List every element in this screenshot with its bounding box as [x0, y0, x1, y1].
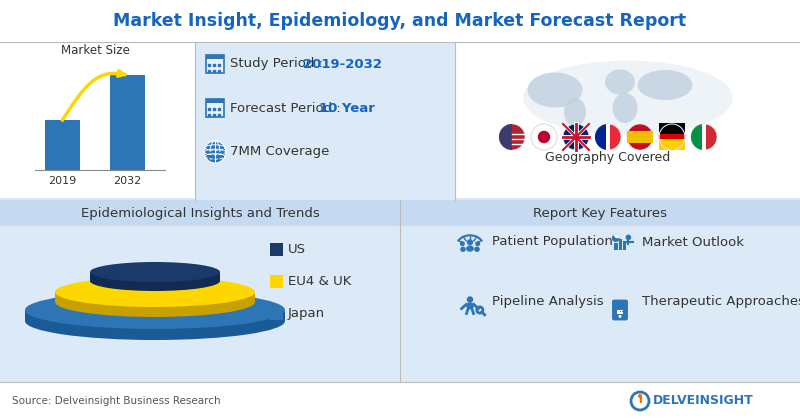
Text: Epidemiological Insights and Trends: Epidemiological Insights and Trends	[81, 207, 319, 220]
Ellipse shape	[564, 98, 586, 126]
Ellipse shape	[466, 302, 474, 309]
Bar	[195, 42, 455, 200]
Bar	[659, 123, 685, 134]
Text: Forecast Period :: Forecast Period :	[230, 102, 345, 115]
Ellipse shape	[90, 271, 220, 291]
Polygon shape	[55, 292, 255, 302]
Text: 2019: 2019	[48, 176, 76, 186]
Bar	[270, 243, 283, 256]
Bar	[659, 139, 685, 150]
Bar	[617, 310, 623, 315]
Text: Market Insight, Epidemiology, and Market Forecast Report: Market Insight, Epidemiology, and Market…	[114, 12, 686, 30]
Ellipse shape	[605, 69, 635, 94]
Ellipse shape	[527, 73, 582, 108]
Text: Japan: Japan	[288, 307, 325, 320]
Wedge shape	[499, 124, 512, 150]
Bar	[0, 198, 800, 382]
Circle shape	[467, 239, 473, 245]
Ellipse shape	[466, 245, 474, 252]
Bar	[270, 275, 283, 288]
Text: 10 Year: 10 Year	[319, 102, 375, 115]
Bar	[270, 307, 283, 320]
Circle shape	[612, 234, 620, 242]
Polygon shape	[90, 272, 220, 281]
Bar	[606, 124, 610, 150]
Text: Market Outlook: Market Outlook	[642, 236, 744, 249]
Circle shape	[531, 124, 557, 150]
Text: 2032: 2032	[113, 176, 141, 186]
Ellipse shape	[90, 262, 220, 282]
Ellipse shape	[638, 70, 693, 100]
Text: DELVEINSIGHT: DELVEINSIGHT	[653, 394, 754, 407]
Circle shape	[538, 131, 550, 143]
Wedge shape	[691, 124, 704, 150]
Bar	[614, 243, 618, 250]
Text: Study Period :: Study Period :	[230, 58, 327, 71]
Bar	[0, 200, 400, 226]
Ellipse shape	[613, 93, 638, 123]
Ellipse shape	[55, 277, 255, 307]
Text: 7MM Coverage: 7MM Coverage	[230, 145, 330, 158]
Circle shape	[618, 315, 622, 318]
Bar	[400, 200, 800, 226]
Bar	[0, 0, 800, 42]
Text: Report Key Features: Report Key Features	[533, 207, 667, 220]
Ellipse shape	[474, 247, 480, 252]
Circle shape	[626, 235, 631, 240]
Circle shape	[475, 241, 480, 246]
Circle shape	[499, 124, 525, 150]
Circle shape	[627, 124, 653, 150]
Circle shape	[460, 241, 465, 246]
Circle shape	[563, 124, 589, 150]
Bar	[618, 239, 622, 250]
Ellipse shape	[55, 287, 255, 317]
Bar	[0, 382, 800, 420]
Bar	[110, 75, 145, 170]
Text: Pipeline Analysis: Pipeline Analysis	[492, 296, 604, 309]
Circle shape	[204, 141, 226, 163]
Circle shape	[466, 296, 474, 303]
Bar	[702, 124, 706, 150]
Text: Patient Population: Patient Population	[492, 236, 613, 249]
Circle shape	[631, 392, 649, 410]
FancyBboxPatch shape	[612, 299, 628, 320]
Circle shape	[638, 394, 642, 398]
FancyBboxPatch shape	[206, 55, 224, 73]
Wedge shape	[614, 234, 620, 238]
Ellipse shape	[460, 247, 466, 252]
Text: Source: Delveinsight Business Research: Source: Delveinsight Business Research	[12, 396, 221, 406]
Bar	[620, 311, 622, 312]
Text: EU4 & UK: EU4 & UK	[288, 275, 351, 288]
Bar	[0, 42, 195, 200]
Bar	[622, 241, 626, 250]
Bar	[627, 131, 653, 143]
Ellipse shape	[25, 291, 285, 329]
Polygon shape	[25, 310, 285, 321]
Text: Market Size: Market Size	[61, 44, 130, 57]
Bar	[206, 55, 224, 59]
Text: 2019-2032: 2019-2032	[303, 58, 382, 71]
Circle shape	[691, 124, 717, 150]
FancyBboxPatch shape	[206, 99, 224, 117]
Text: Therapeutic Approaches: Therapeutic Approaches	[642, 296, 800, 309]
Ellipse shape	[25, 302, 285, 340]
Text: US: US	[288, 243, 306, 256]
Circle shape	[595, 124, 621, 150]
Text: Geography Covered: Geography Covered	[546, 152, 670, 165]
Bar	[45, 120, 80, 170]
Text: i: i	[638, 395, 642, 405]
Bar	[206, 99, 224, 103]
Wedge shape	[595, 124, 608, 150]
Ellipse shape	[523, 60, 733, 136]
Bar	[455, 42, 800, 200]
Circle shape	[659, 124, 685, 150]
